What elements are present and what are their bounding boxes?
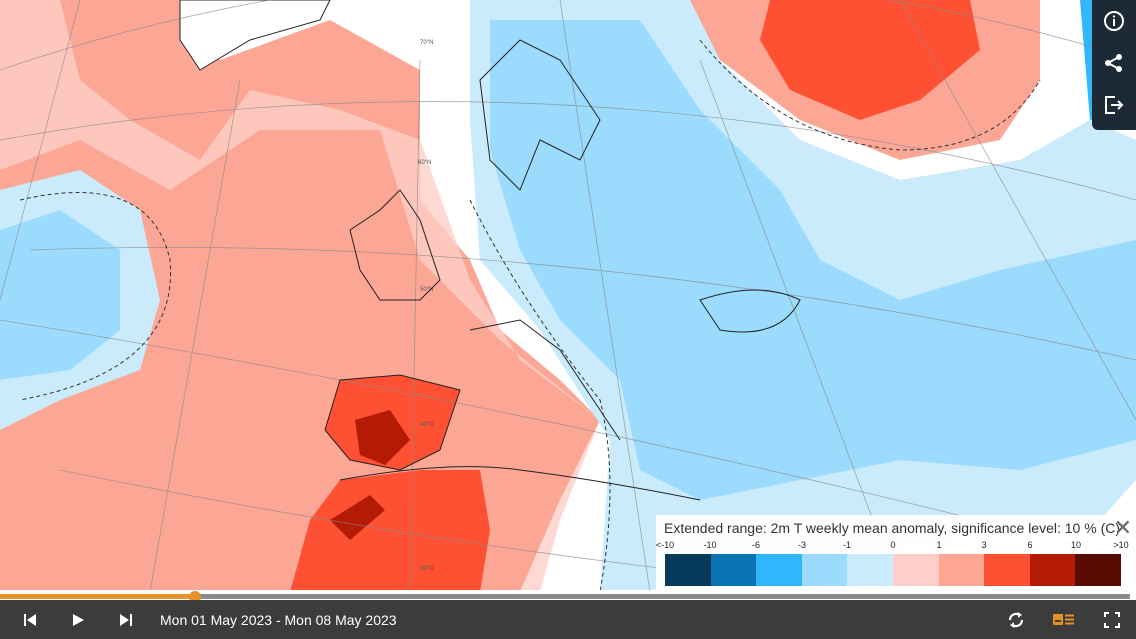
play-button[interactable] bbox=[54, 600, 102, 639]
legend-color-bar bbox=[665, 554, 1121, 586]
graticule bbox=[0, 0, 1136, 592]
legend-ticks: <-10 -10 -6 -3 -1 0 1 3 6 10 >10 bbox=[656, 540, 1129, 554]
map-toolbar bbox=[1092, 0, 1136, 130]
legend-swatch bbox=[984, 554, 1030, 586]
legend-tick: <-10 bbox=[655, 540, 675, 550]
cold-region-atlantic-west-inner bbox=[0, 210, 120, 380]
export-icon bbox=[1105, 96, 1124, 114]
legend-swatch bbox=[756, 554, 802, 586]
legend-tick: 6 bbox=[1027, 540, 1033, 550]
coastlines bbox=[324, 39, 801, 501]
timeline-progress bbox=[0, 594, 196, 599]
info-icon bbox=[1104, 11, 1124, 31]
legend-swatch bbox=[892, 554, 939, 586]
hot-region-russia bbox=[760, 0, 980, 120]
legend-swatch bbox=[1029, 554, 1076, 586]
skip-forward-button[interactable] bbox=[102, 600, 150, 639]
legend-tick: 3 bbox=[981, 540, 987, 550]
latitude-label: 60°N bbox=[418, 160, 431, 166]
latitude-labels: 70°N 60°N 50°N 40°N 30°N bbox=[418, 40, 433, 572]
legend-tick: -1 bbox=[842, 540, 852, 550]
legend-swatch bbox=[710, 554, 757, 586]
info-button[interactable] bbox=[1099, 6, 1129, 36]
light-warm-region bbox=[0, 0, 600, 592]
loop-icon bbox=[1008, 611, 1024, 628]
legend-tick: 10 bbox=[1070, 540, 1082, 550]
skip-back-icon bbox=[24, 613, 36, 626]
export-button[interactable] bbox=[1099, 90, 1129, 120]
latitude-label: 30°N bbox=[420, 566, 433, 572]
very-hot-region-iberia bbox=[355, 410, 410, 465]
timeline-slider[interactable] bbox=[0, 590, 1136, 603]
loop-button[interactable] bbox=[992, 600, 1040, 639]
share-icon bbox=[1105, 54, 1122, 72]
legend-swatch bbox=[1075, 554, 1121, 586]
legend-tick: -10 bbox=[703, 540, 717, 550]
legend-tick: -6 bbox=[751, 540, 761, 550]
legend-swatch bbox=[847, 554, 893, 586]
skip-back-button[interactable] bbox=[6, 600, 54, 639]
latitude-label: 50°N bbox=[420, 287, 433, 293]
legend-icon bbox=[1053, 613, 1074, 625]
latitude-label: 70°N bbox=[420, 40, 433, 46]
fullscreen-button[interactable] bbox=[1088, 600, 1136, 639]
legend-title: Extended range: 2m T weekly mean anomaly… bbox=[664, 520, 1121, 536]
play-icon bbox=[73, 613, 84, 626]
fullscreen-icon bbox=[1104, 611, 1120, 628]
greenland bbox=[179, 0, 331, 71]
legend-close-button[interactable]: ✕ bbox=[1113, 515, 1132, 540]
legend-swatch bbox=[665, 554, 711, 586]
legend-tick: -3 bbox=[797, 540, 807, 550]
legend-swatch bbox=[938, 554, 985, 586]
legend-swatch bbox=[801, 554, 848, 586]
date-range: Mon 01 May 2023 - Mon 08 May 2023 bbox=[160, 611, 397, 628]
cold-region-europe-inner bbox=[490, 20, 1136, 500]
share-button[interactable] bbox=[1099, 48, 1129, 78]
timeline-track[interactable] bbox=[0, 594, 1130, 599]
legend-panel: Extended range: 2m T weekly mean anomaly… bbox=[656, 515, 1136, 590]
skip-forward-icon bbox=[120, 613, 132, 626]
significance-contours bbox=[19, 39, 1041, 592]
very-hot-region-africa bbox=[330, 495, 385, 540]
legend-tick: 1 bbox=[936, 540, 942, 550]
weather-map[interactable]: 70°N 60°N 50°N 40°N 30°N bbox=[0, 0, 1136, 592]
legend-tick: >10 bbox=[1113, 540, 1129, 550]
latitude-label: 40°N bbox=[420, 422, 433, 428]
legend-tick: 0 bbox=[890, 540, 896, 550]
playback-bar: Mon 01 May 2023 - Mon 08 May 2023 bbox=[0, 600, 1136, 639]
legend-toggle-button[interactable] bbox=[1040, 600, 1088, 639]
hot-region-africa bbox=[290, 470, 490, 592]
